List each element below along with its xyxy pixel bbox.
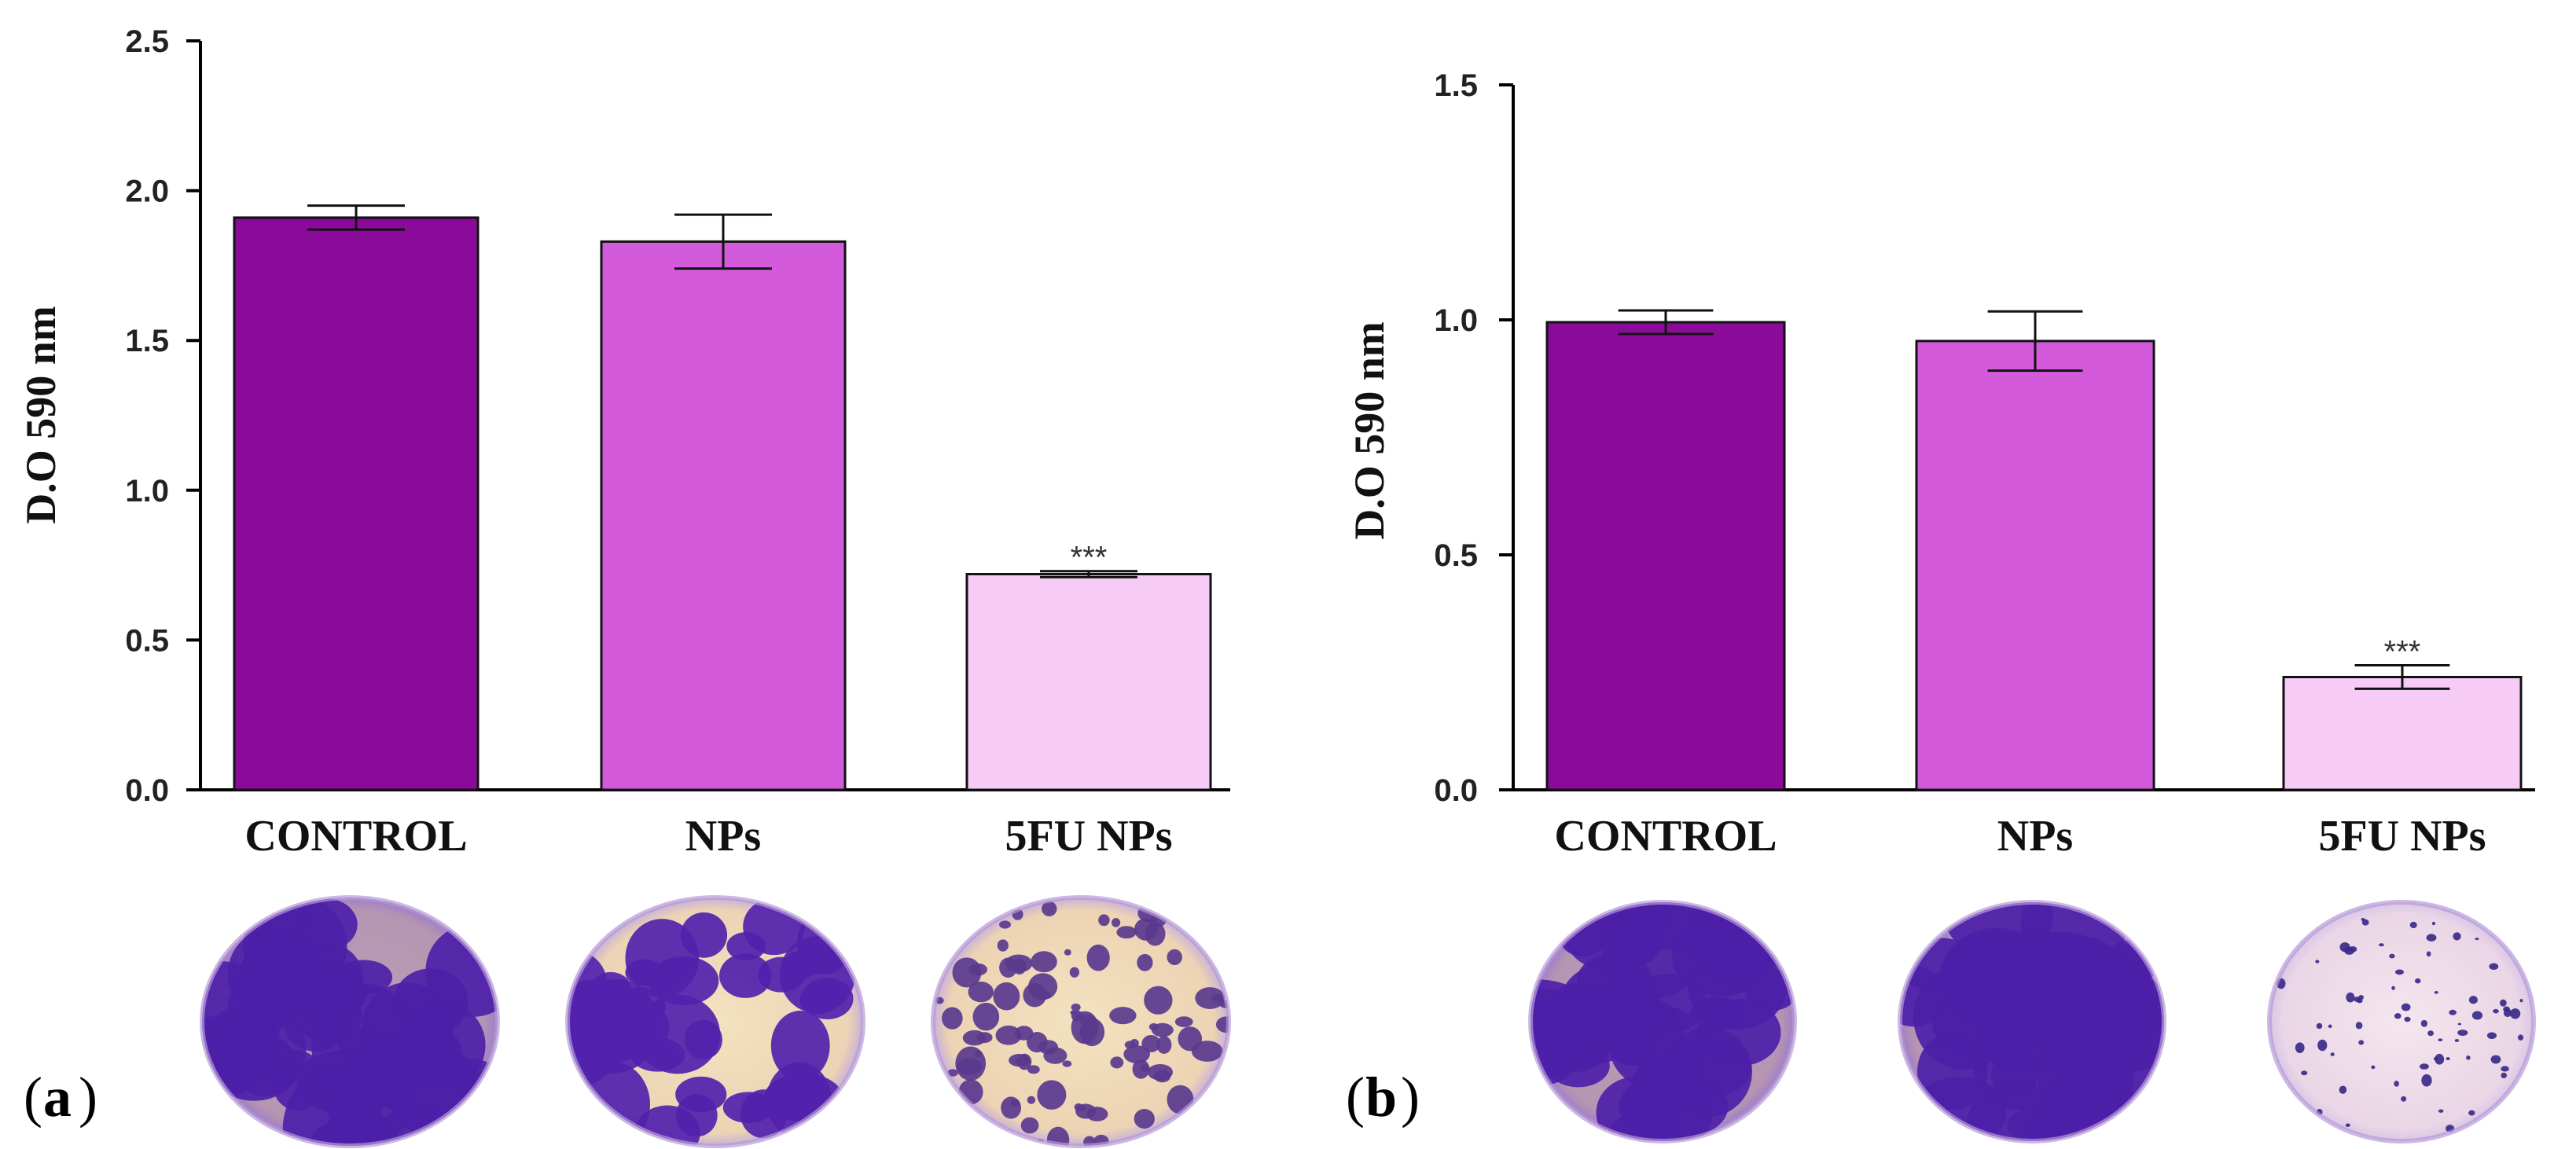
bar-5fu-nps [2282,675,2523,791]
error-bar [1040,570,1137,578]
significance-label: *** [1071,541,1108,575]
error-bar [1987,310,2083,373]
svg-text:a: a [43,1066,72,1129]
y-axis-label: D.O 590 nm [17,306,64,524]
error-bar [674,213,772,270]
y-tick-label: 1.0 [1434,303,1478,338]
y-tick-label: 0.5 [1434,538,1478,573]
category-label: CONTROL [1554,812,1777,861]
error-bar [2354,664,2450,690]
y-tick-label: 1.0 [125,474,169,508]
chart-panel-a: 0.0 0.5 1.0 1.5 2.0 2.5 D.O 590 nm CONTROL NPs **… [17,24,1230,861]
svg-text:b: b [1365,1066,1397,1129]
bar-nps [600,240,847,791]
category-label: NPs [1997,812,2073,861]
micrographs [200,895,2536,1148]
micrograph-a-5fu-nps [931,895,1231,1148]
significance-label: *** [2384,635,2421,670]
panel-label-a: ( a ) [24,1066,97,1129]
y-tick-label: 1.5 [125,324,169,358]
y-tick-label: 0.0 [125,773,169,808]
y-tick-label: 1.5 [1434,68,1478,103]
micrograph-b-control [1528,900,1797,1143]
error-bar [1618,309,1714,336]
y-axis-label: D.O 590 nm [1346,321,1393,540]
category-label: CONTROL [244,812,467,861]
y-tick-label: 0.0 [1434,773,1478,808]
micrograph-b-nps [1898,900,2166,1143]
y-tick-label: 2.0 [125,174,169,209]
bar-nps [1915,340,2155,791]
svg-text:): ) [1401,1066,1420,1129]
bar-5fu-nps [965,573,1212,791]
category-label: NPs [685,812,761,861]
error-bar [307,204,405,231]
category-label: 5FU NPs [2318,812,2486,861]
micrograph-b-5fu-nps [2267,900,2536,1143]
bar-control [1545,321,1786,791]
panel-label-b: ( b ) [1346,1066,1420,1129]
bar-control [233,216,480,791]
svg-text:): ) [79,1066,97,1129]
y-tick-label: 0.5 [125,623,169,658]
category-label: 5FU NPs [1005,812,1172,861]
svg-text:(: ( [1346,1066,1365,1129]
chart-panel-b: 0.0 0.5 1.0 1.5 D.O 590 nm CONTROL NPs *** 5FU N… [1346,68,2535,861]
svg-text:(: ( [24,1066,42,1129]
y-tick-label: 2.5 [125,24,169,59]
micrograph-a-control [200,895,500,1148]
micrograph-a-nps [565,895,865,1148]
